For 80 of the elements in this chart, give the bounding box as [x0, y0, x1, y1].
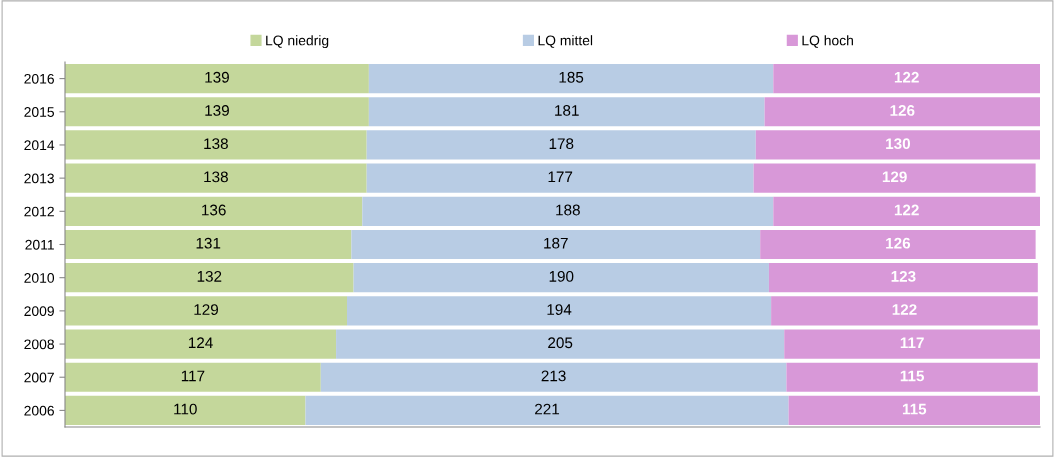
y-tick-label: 2007 — [24, 372, 54, 383]
data-label: 110 — [174, 403, 197, 415]
bar — [773, 196, 1040, 226]
data-label: 115 — [902, 403, 927, 415]
bar — [336, 329, 785, 359]
data-label: 122 — [892, 304, 917, 315]
data-label: 126 — [890, 105, 915, 116]
bar — [771, 296, 1038, 326]
y-tick-label: 2006 — [24, 405, 54, 416]
data-label: 194 — [547, 304, 572, 315]
data-label: 129 — [194, 304, 219, 315]
data-label: 188 — [556, 204, 580, 216]
data-label: 177 — [548, 171, 573, 183]
y-tick-label: 2010 — [24, 273, 55, 283]
data-label: 205 — [548, 337, 573, 349]
data-label: 122 — [894, 204, 919, 216]
bar — [65, 163, 367, 193]
bar — [773, 63, 1040, 94]
bar — [368, 97, 765, 127]
bar — [753, 163, 1036, 193]
bar — [65, 130, 367, 160]
data-label: 124 — [188, 337, 213, 348]
data-label: 187 — [544, 237, 568, 249]
bar — [65, 229, 352, 260]
data-label: 122 — [894, 71, 919, 83]
legend-label: LQ mittel — [538, 35, 593, 48]
data-label: 181 — [555, 105, 579, 116]
bar — [788, 395, 1040, 426]
bar — [760, 229, 1036, 260]
y-tick-label: 2012 — [24, 206, 54, 217]
data-label: 126 — [886, 237, 911, 249]
bar — [65, 97, 369, 127]
data-label: 178 — [549, 138, 574, 150]
bar — [347, 296, 772, 326]
data-label: 132 — [197, 270, 222, 282]
data-label: 117 — [181, 370, 205, 382]
bar — [362, 196, 774, 226]
data-label: 130 — [886, 138, 911, 150]
data-label: 136 — [202, 204, 226, 216]
legend-label: LQ niedrig — [266, 35, 329, 49]
bar — [65, 362, 321, 392]
data-label: 115 — [900, 370, 925, 382]
bar — [755, 130, 1040, 160]
data-label: 221 — [535, 403, 560, 415]
bar — [368, 63, 774, 94]
legend-label: LQ hoch — [802, 35, 853, 48]
bar — [786, 362, 1038, 392]
data-label: 138 — [204, 171, 228, 183]
data-label: 138 — [204, 138, 228, 150]
data-label: 185 — [559, 71, 584, 83]
data-label: 139 — [205, 105, 229, 116]
bar — [65, 63, 369, 94]
bar — [65, 196, 363, 226]
bar — [366, 163, 754, 193]
y-tick-label: 2014 — [24, 140, 55, 151]
y-tick-label: 2008 — [24, 339, 54, 350]
bar — [65, 329, 337, 359]
y-tick-label: 2013 — [24, 173, 54, 184]
bar — [366, 130, 756, 160]
data-label: 190 — [549, 270, 574, 282]
bar — [784, 329, 1040, 359]
y-tick-label: 2009 — [24, 306, 54, 317]
data-label: 117 — [900, 337, 924, 348]
data-label: 139 — [205, 71, 229, 83]
bar — [351, 229, 761, 260]
bar — [353, 263, 769, 293]
y-tick-label: 2016 — [24, 73, 54, 84]
bar — [768, 263, 1038, 293]
bar — [305, 395, 789, 426]
data-label: 129 — [882, 171, 907, 183]
data-label: 131 — [196, 237, 221, 249]
bar — [320, 362, 787, 392]
y-tick-label: 2015 — [24, 107, 54, 117]
data-label: 213 — [541, 370, 566, 382]
bar — [65, 263, 354, 293]
data-label: 123 — [891, 270, 916, 282]
bar — [764, 97, 1040, 127]
y-tick-label: 2011 — [25, 239, 54, 250]
bar — [65, 395, 306, 426]
bar — [65, 296, 348, 326]
